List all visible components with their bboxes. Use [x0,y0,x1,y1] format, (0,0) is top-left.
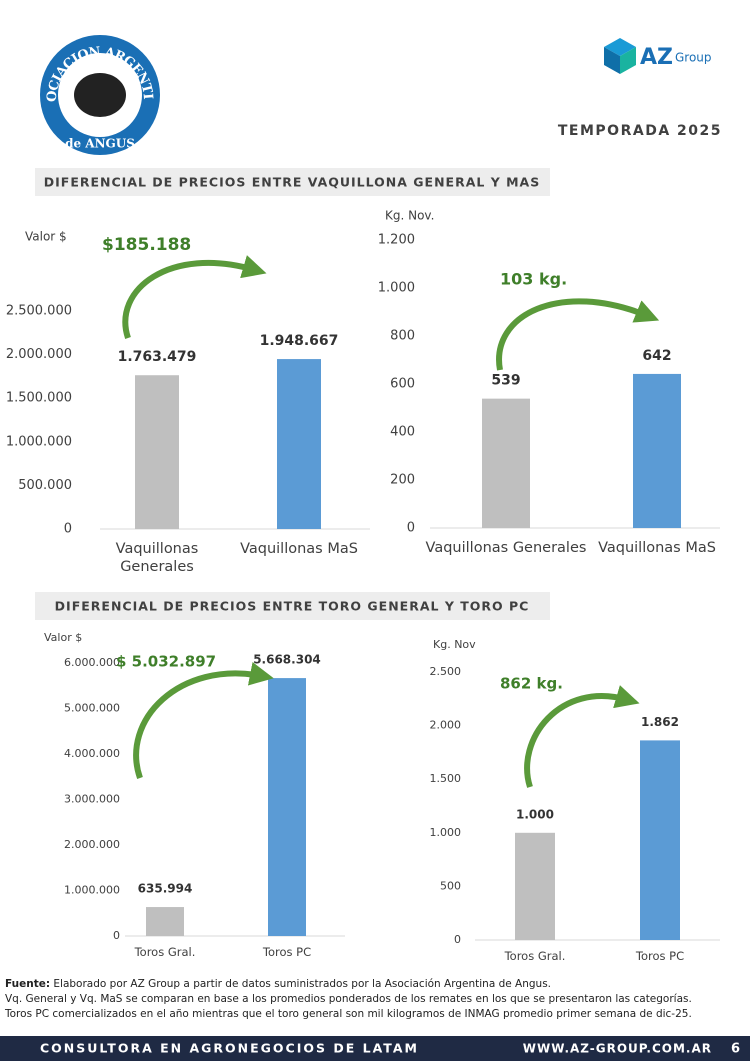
bar [135,375,179,529]
x-tick-label: Vaquillonas MaS [598,540,716,556]
x-tick-label: Toros Gral. [134,945,196,959]
bar [146,907,184,936]
bar [633,373,681,528]
y-tick-label: 2.500 [430,665,462,678]
value-label: 1.000 [516,807,554,821]
annotation: 103 kg. [500,270,567,289]
y-tick-label: 1.000 [430,826,462,839]
bar [482,398,530,528]
y-tick-label: 1.500.000 [6,391,72,406]
value-label: 642 [642,348,671,364]
y-tick-label: 1.000 [378,281,415,296]
value-label: 1.862 [641,715,679,729]
y-axis-label: Valor $ [44,631,82,644]
source: Fuente: Elaborado por AZ Group a partir … [5,977,692,992]
y-axis-label: Valor $ [25,230,67,244]
value-label: 1.763.479 [118,349,197,365]
y-tick-label: 500.000 [18,478,72,493]
section-title: DIFERENCIAL DE PRECIOS ENTRE TORO GENERA… [55,599,530,614]
bar [277,359,321,529]
y-tick-label: 3.000.000 [64,793,120,806]
notes: Fuente: Elaborado por AZ Group a partir … [5,977,692,1022]
footer-website: WWW.AZ-GROUP.COM.AR [523,1042,712,1056]
annotation: 862 kg. [500,675,563,693]
y-tick-label: 0 [64,522,72,537]
logo-brand: AZ [640,45,673,70]
footer-bar [0,1036,750,1061]
logo-az: AZ Group [604,38,712,74]
x-tick-label: Vaquillonas MaS [240,541,358,557]
section-box [35,592,550,620]
logo-sub: Group [675,51,712,65]
y-tick-label: 0 [454,933,461,946]
y-tick-label: 2.000.000 [64,838,120,851]
y-tick-label: 200 [390,473,415,488]
bar [515,832,555,940]
y-tick-label: 2.000 [430,719,462,732]
section-title: DIFERENCIAL DE PRECIOS ENTRE VAQUILLONA … [44,175,540,190]
x-tick-label: Toros PC [635,949,685,963]
note-line: Toros PC comercializados en el año mient… [5,1008,692,1020]
arrow [524,685,640,788]
logo-angus: ASOCIACION ARGENTINA de ANGUS [0,0,160,155]
y-tick-label: 5.000.000 [64,702,120,715]
arrow [133,661,274,779]
y-tick-label: 2.500.000 [6,304,72,319]
value-label: 539 [491,373,520,389]
y-tick-label: 2.000.000 [6,347,72,362]
bar [268,678,306,936]
source-text: Elaborado por AZ Group a partir de datos… [53,978,552,990]
y-axis-label: Kg. Nov. [385,209,434,223]
y-tick-label: 0 [407,521,415,536]
y-tick-label: 500 [440,879,461,892]
section-box [35,168,550,196]
x-tick-label: Vaquillonas Generales [425,540,587,556]
y-tick-label: 1.500 [430,772,462,785]
annotation: $185.188 [102,235,191,255]
y-tick-label: 0 [113,929,120,942]
y-tick-label: 1.200 [378,233,415,248]
annotation: $ 5.032.897 [116,653,216,671]
y-tick-label: 4.000.000 [64,747,120,760]
footer-tagline: CONSULTORA EN AGRONEGOCIOS DE LATAM [40,1041,419,1056]
y-tick-label: 800 [390,329,415,344]
x-tick-label: Vaquillonas Generales [115,541,199,576]
y-tick-label: 1.000.000 [6,434,72,449]
value-label: 5.668.304 [253,653,321,667]
x-tick-label: Toros PC [262,945,312,959]
bar [640,740,680,940]
y-tick-label: 400 [390,425,415,440]
arrow [496,298,660,371]
logo-text-bottom: de ANGUS [65,137,135,151]
y-axis-label: Kg. Nov [433,638,476,651]
note-line: Vq. General y Vq. MaS se comparan en bas… [5,993,692,1005]
y-tick-label: 1.000.000 [64,884,120,897]
value-label: 635.994 [138,882,193,896]
y-tick-label: 600 [390,377,415,392]
season: TEMPORADA 2025 [558,123,722,139]
value-label: 1.948.667 [260,333,339,349]
page-number: 6 [731,1042,740,1057]
arrow [122,255,267,339]
source-label: Fuente: [5,978,51,990]
x-tick-label: Toros Gral. [504,949,566,963]
y-tick-label: 6.000.000 [64,656,120,669]
